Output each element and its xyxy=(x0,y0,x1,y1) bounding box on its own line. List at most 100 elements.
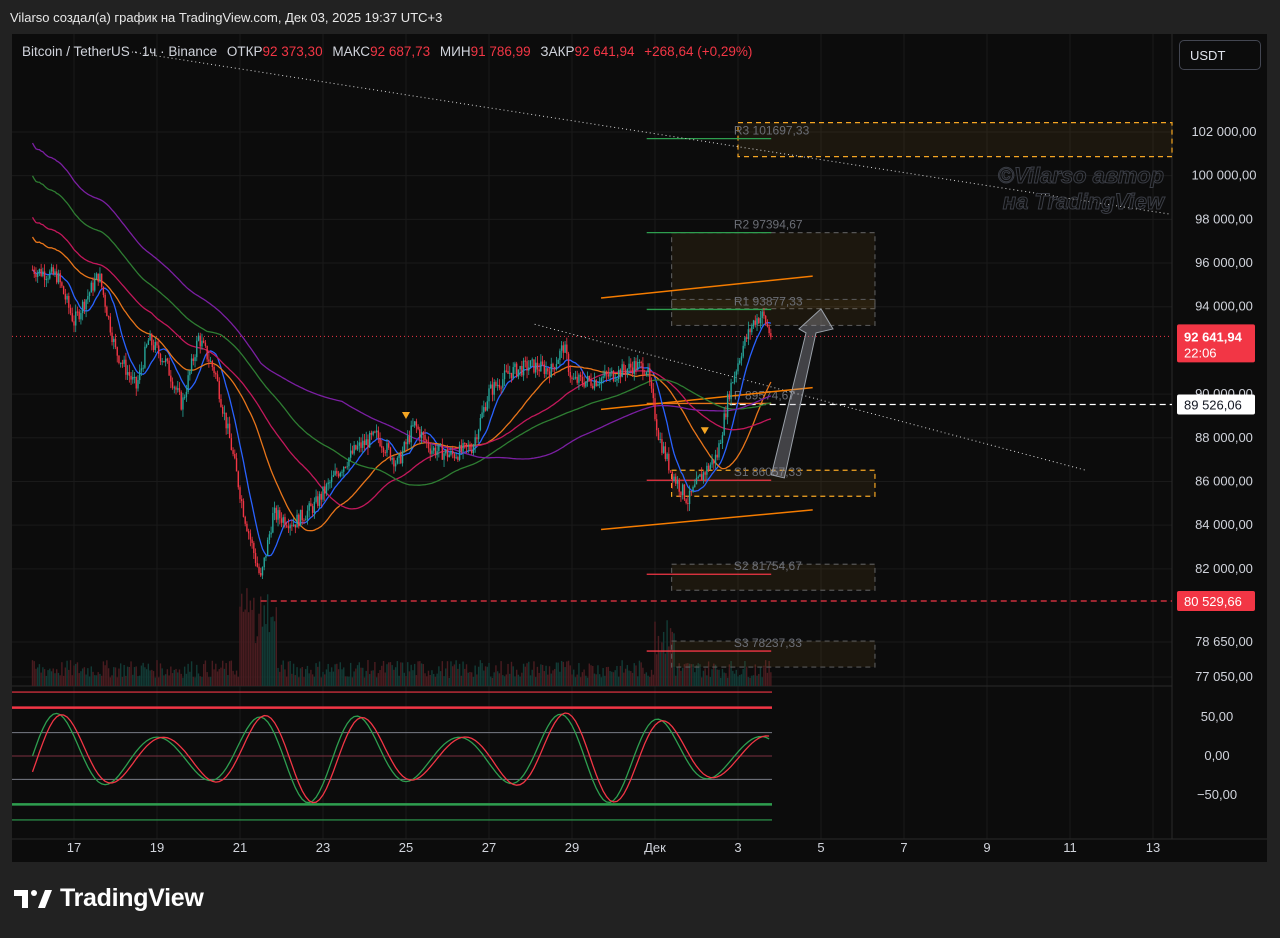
candle-body xyxy=(700,474,703,480)
time-tick-label: 29 xyxy=(565,840,579,855)
volume-bar xyxy=(590,665,592,686)
volume-bar xyxy=(579,677,582,686)
candle-body xyxy=(130,375,132,380)
volume-bar xyxy=(471,672,473,686)
volume-bar xyxy=(59,675,61,686)
channel-mid-line xyxy=(600,386,813,411)
volume-bar xyxy=(280,664,283,686)
candle-body xyxy=(71,313,73,322)
candle-body xyxy=(666,453,668,459)
volume-bar xyxy=(728,664,731,686)
candle-body xyxy=(573,378,575,380)
volume-bar xyxy=(365,670,367,686)
volume-bar xyxy=(541,664,544,686)
candle-body xyxy=(642,363,644,375)
volume-bar xyxy=(770,672,772,686)
candle-body xyxy=(280,518,283,523)
candle-body xyxy=(574,376,577,379)
low-price-badge xyxy=(1177,590,1255,611)
symbol-name[interactable]: Bitcoin / TetherUS · 1ч · Binance xyxy=(22,44,218,59)
volume-bar xyxy=(170,666,172,686)
candle-body xyxy=(737,363,739,372)
volume-bar xyxy=(73,665,75,686)
candle-body xyxy=(227,423,229,429)
candle-body xyxy=(334,471,336,476)
candle-body xyxy=(617,369,620,379)
volume-bar xyxy=(707,661,710,686)
volume-bar xyxy=(635,665,637,686)
candle-body xyxy=(657,430,660,440)
candle-body xyxy=(349,450,352,458)
candle-body xyxy=(505,370,507,372)
candle-body xyxy=(592,385,594,389)
volume-bar xyxy=(344,676,347,686)
volume-bar xyxy=(671,631,673,686)
marked-price-badge xyxy=(1177,394,1255,415)
volume-bar xyxy=(509,673,511,686)
chart-panel[interactable]: R3 101697,33 R2 97394,67 R1 93877,33 P 8957… xyxy=(12,34,1267,862)
volume-bar xyxy=(661,642,663,686)
candle-body xyxy=(116,347,118,356)
candle-body xyxy=(36,272,39,277)
grid xyxy=(12,34,1267,840)
candle-body xyxy=(441,444,444,460)
candle-body xyxy=(388,443,390,448)
candle-body xyxy=(552,363,554,368)
candle-body xyxy=(318,493,321,506)
time-tick-label: 7 xyxy=(900,840,907,855)
volume-bar xyxy=(598,674,601,686)
volume-bar xyxy=(90,666,92,686)
candle-body xyxy=(598,383,601,385)
currency-button[interactable]: USDT xyxy=(1179,40,1261,70)
candle-body xyxy=(277,510,279,520)
volume-bar xyxy=(189,671,191,686)
price-tick-label: 78 650,00 xyxy=(1195,634,1253,649)
watermark-line-2: на TradingView xyxy=(1003,189,1166,214)
trendline-resistance-short xyxy=(534,323,1088,472)
candle-body xyxy=(637,362,639,370)
candle-body xyxy=(173,387,175,389)
candle-body xyxy=(526,361,528,371)
volume-bar xyxy=(183,666,186,686)
candle-body xyxy=(661,439,663,453)
volume-bar xyxy=(552,670,554,686)
volume-bar xyxy=(265,624,267,686)
volume-bar xyxy=(740,674,743,686)
volume-bar xyxy=(493,672,495,686)
candle-body xyxy=(528,367,530,371)
candle-body xyxy=(545,368,547,375)
candle-body xyxy=(287,526,290,529)
volume-bar xyxy=(104,665,106,686)
volume-bar xyxy=(119,663,122,686)
volume-bar xyxy=(424,673,426,686)
candle-body xyxy=(325,484,328,494)
candle-body xyxy=(291,525,293,527)
volume-bar xyxy=(633,663,635,686)
candle-body xyxy=(458,444,461,460)
chart-caption: Vilarso создал(а) график на TradingView.… xyxy=(10,10,443,25)
candle-body xyxy=(754,320,756,325)
candle-body xyxy=(733,375,736,383)
volume-bar xyxy=(31,660,34,686)
volume-bar xyxy=(125,675,127,686)
candle-body xyxy=(659,439,661,441)
candle-body xyxy=(446,449,449,458)
volume-bar xyxy=(536,666,539,686)
volume-bar xyxy=(446,661,449,686)
volume-bar xyxy=(725,673,727,686)
candle-body xyxy=(550,363,552,378)
volume-bar xyxy=(241,593,243,686)
candle-body xyxy=(396,457,399,464)
volume-bar xyxy=(272,616,274,686)
candle-body xyxy=(308,503,310,511)
candle-body xyxy=(543,364,546,375)
volume-bar xyxy=(496,671,499,686)
candle-body xyxy=(431,450,433,454)
volume-bar xyxy=(554,668,556,686)
volume-bar xyxy=(583,669,585,686)
footer-logo[interactable]: TradingView xyxy=(14,884,204,913)
candle-body xyxy=(467,445,469,447)
volume-bar xyxy=(159,663,162,686)
volume-bar xyxy=(158,677,160,686)
